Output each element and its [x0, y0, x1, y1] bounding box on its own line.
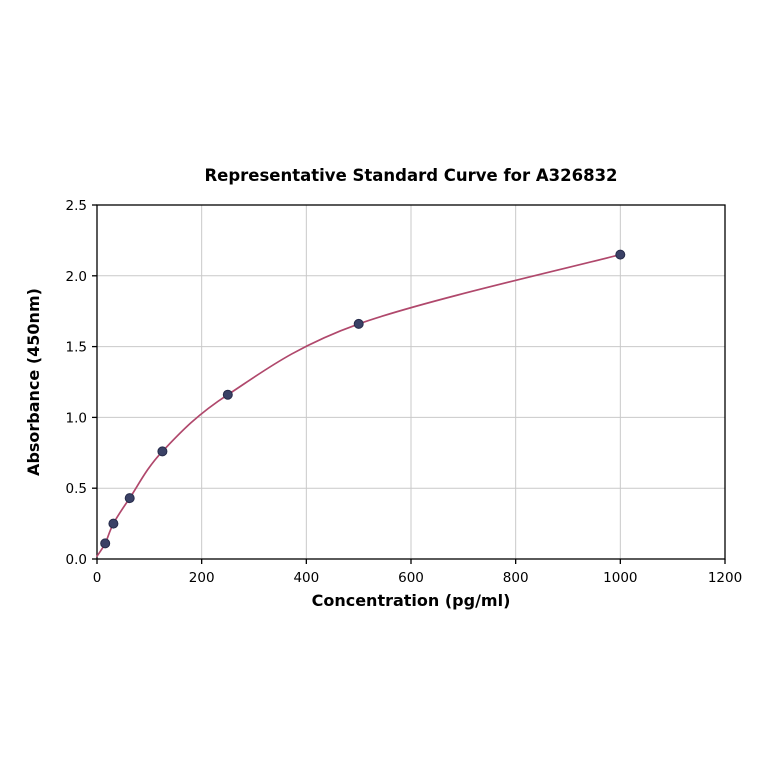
x-tick-label: 600 [398, 570, 424, 586]
y-tick-label: 2.5 [66, 198, 87, 214]
data-point [353, 318, 364, 329]
y-tick-label: 0.0 [66, 552, 87, 568]
x-tick-label: 200 [189, 570, 215, 586]
data-point [222, 389, 233, 400]
y-tick-label: 1.0 [66, 410, 87, 426]
x-tick-label: 1200 [708, 570, 742, 586]
y-tick-label: 2.0 [66, 269, 87, 285]
x-tick-label: 800 [503, 570, 529, 586]
y-tick-label: 1.5 [66, 340, 87, 356]
data-point [615, 249, 626, 260]
y-tick-label: 0.5 [66, 481, 87, 497]
y-axis-label: Absorbance (450nm) [24, 288, 43, 476]
standard-curve-line [96, 253, 622, 558]
data-point [157, 446, 168, 457]
x-tick-label: 0 [93, 570, 102, 586]
data-point [100, 538, 111, 549]
data-point [124, 493, 135, 504]
chart-title: Representative Standard Curve for A32683… [204, 166, 617, 185]
x-tick-label: 400 [293, 570, 319, 586]
x-axis-label: Concentration (pg/ml) [312, 591, 511, 610]
data-point [108, 518, 119, 529]
x-tick-label: 1000 [603, 570, 637, 586]
